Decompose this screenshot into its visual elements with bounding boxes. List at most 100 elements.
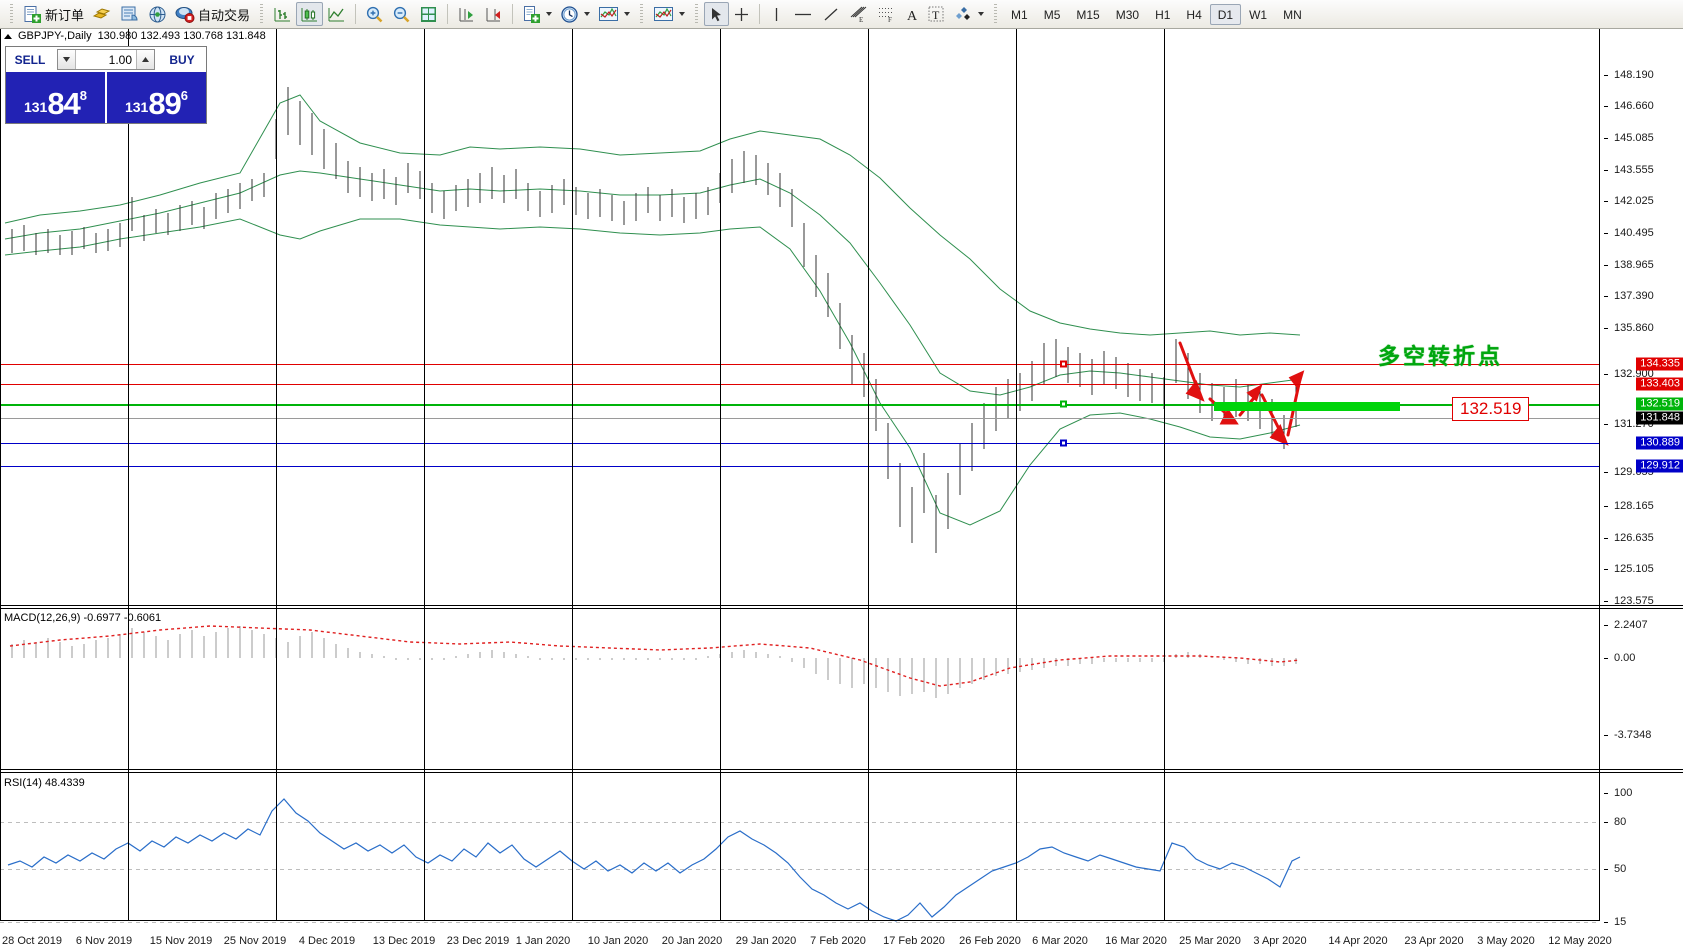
sell-button[interactable]: SELL <box>6 47 54 72</box>
autotrade-icon <box>175 5 195 24</box>
collapse-triangle-icon[interactable] <box>4 33 12 39</box>
tile-windows-icon <box>419 5 438 24</box>
timeframe-m30[interactable]: M30 <box>1115 7 1140 22</box>
buy-button[interactable]: BUY <box>158 47 206 72</box>
vertical-line-tool-button[interactable] <box>765 2 788 26</box>
indicators-button[interactable] <box>594 2 634 26</box>
resistance-line-133[interactable] <box>0 384 1600 385</box>
volume-input[interactable]: 1.00 <box>108 53 132 67</box>
trendline-tool-button[interactable] <box>818 2 844 26</box>
buy-price-prefix: 131 <box>124 99 149 115</box>
anchor-132[interactable] <box>1060 400 1067 408</box>
timeframe-w1[interactable]: W1 <box>1249 7 1268 22</box>
timeframe-m15[interactable]: M15 <box>1076 7 1100 22</box>
chart-area[interactable]: GBPJPY-,Daily 130.980 132.493 130.768 13… <box>0 29 1683 949</box>
auto-scroll-icon <box>457 5 476 24</box>
zoom-in-button[interactable] <box>361 2 388 26</box>
horizontal-line-tool-button[interactable] <box>788 2 818 26</box>
line-chart-icon <box>327 5 346 24</box>
toolbar-grip[interactable] <box>8 4 15 24</box>
indicator-icon <box>598 5 619 23</box>
crosshair-icon <box>733 6 750 23</box>
date-tick: 17 Feb 2020 <box>883 935 945 947</box>
date-tick: 25 Mar 2020 <box>1179 935 1241 947</box>
channel-icon: F <box>876 5 896 23</box>
volume-stepper[interactable]: 1.00 <box>57 49 155 70</box>
period-button[interactable] <box>556 2 594 26</box>
price-label-blue-130: 130.889 <box>1636 436 1683 450</box>
indicators-list-button[interactable] <box>649 2 689 26</box>
chevron-down-icon-period[interactable] <box>584 12 591 16</box>
chart-shift-button[interactable] <box>480 2 507 26</box>
price-tick: 142.025 <box>1604 195 1683 207</box>
chevron-down-icon-shapes[interactable] <box>978 12 985 16</box>
chevron-down-icon[interactable] <box>546 12 553 16</box>
cursor-tool-button[interactable] <box>704 2 730 26</box>
globe-icon <box>148 5 167 24</box>
rsi-label: RSI(14) 48.4339 <box>4 777 85 789</box>
zoom-out-button[interactable] <box>388 2 415 26</box>
volume-decrease-button[interactable] <box>58 50 76 69</box>
tile-windows-button[interactable] <box>415 2 442 26</box>
timeframe-m5[interactable]: M5 <box>1043 7 1061 22</box>
price-label-current: 131.848 <box>1636 411 1683 425</box>
templates-button[interactable] <box>518 2 556 26</box>
resistance-line-134[interactable] <box>0 364 1600 365</box>
symbol-info-bar: GBPJPY-,Daily 130.980 132.493 130.768 13… <box>0 29 266 43</box>
macd-canvas <box>9 625 1301 698</box>
timeframe-m1[interactable]: M1 <box>1011 7 1028 22</box>
toolbar-grip-draw[interactable] <box>638 4 646 24</box>
new-order-button[interactable]: 新订单 <box>19 2 88 26</box>
bollinger-middle-band <box>4 170 1301 396</box>
support-line-132[interactable] <box>0 404 1600 406</box>
date-gridline <box>868 29 869 920</box>
autotrade-button[interactable]: 自动交易 <box>171 2 254 26</box>
timeframe-h1[interactable]: H1 <box>1155 7 1171 22</box>
anchor-130[interactable] <box>1060 439 1067 447</box>
navigator-button[interactable] <box>144 2 171 26</box>
timeframe-mn[interactable]: MN <box>1283 7 1302 22</box>
sell-price-display[interactable]: 131 84 8 <box>6 72 107 123</box>
rsi-canvas <box>7 798 1301 922</box>
bar-chart-button[interactable] <box>269 2 296 26</box>
text-tool-button[interactable]: A <box>900 2 923 26</box>
fibonacci-tool-button[interactable]: E <box>844 2 872 26</box>
support-zone-highlight[interactable] <box>1214 402 1400 411</box>
price-tick: 123.575 <box>1604 595 1683 607</box>
volume-increase-button[interactable] <box>136 50 154 69</box>
timeframe-d1[interactable]: D1 <box>1209 3 1242 25</box>
horizontal-line-icon <box>792 6 814 23</box>
date-tick: 16 Mar 2020 <box>1105 935 1167 947</box>
rsi-tick: 80 <box>1604 816 1683 828</box>
chevron-down-icon-list[interactable] <box>679 12 686 16</box>
toolbar-grip-timeframes[interactable] <box>992 4 1000 24</box>
line-chart-button[interactable] <box>323 2 350 26</box>
shapes-tool-button[interactable] <box>949 2 988 26</box>
toolbar-grip-charts[interactable] <box>258 4 266 24</box>
price-tick: 145.085 <box>1604 132 1683 144</box>
anchor-134[interactable] <box>1060 360 1067 368</box>
blue-line-129[interactable] <box>0 466 1600 467</box>
market-watch-button[interactable] <box>88 2 116 26</box>
timeframe-h4[interactable]: H4 <box>1186 7 1202 22</box>
candlestick-chart-button[interactable] <box>296 2 324 26</box>
one-click-trading-panel[interactable]: SELL 1.00 BUY 131 84 8 131 89 6 <box>5 46 207 124</box>
symbol-ohlc: 130.980 132.493 130.768 131.848 <box>97 30 266 42</box>
text-label-tool-button[interactable]: T <box>923 2 949 26</box>
price-tick: 132.900 <box>1604 368 1683 380</box>
data-window-button[interactable] <box>116 2 144 26</box>
date-tick: 6 Mar 2020 <box>1032 935 1088 947</box>
price-chart-canvas[interactable] <box>0 43 1600 553</box>
buy-price-display[interactable]: 131 89 6 <box>107 72 206 123</box>
date-tick: 1 Jan 2020 <box>515 935 571 947</box>
chevron-down-icon-indicators[interactable] <box>624 12 631 16</box>
auto-scroll-button[interactable] <box>453 2 480 26</box>
candlestick-icon <box>300 5 319 24</box>
crosshair-tool-button[interactable] <box>729 2 754 26</box>
toolbar-grip-tools[interactable] <box>693 4 701 24</box>
macd-pane-divider-top <box>0 605 1683 606</box>
price-label-blue-129: 129.912 <box>1636 459 1683 473</box>
date-tick: 7 Feb 2020 <box>810 935 866 947</box>
channel-tool-button[interactable]: F <box>872 2 900 26</box>
blue-line-130[interactable] <box>0 443 1600 444</box>
